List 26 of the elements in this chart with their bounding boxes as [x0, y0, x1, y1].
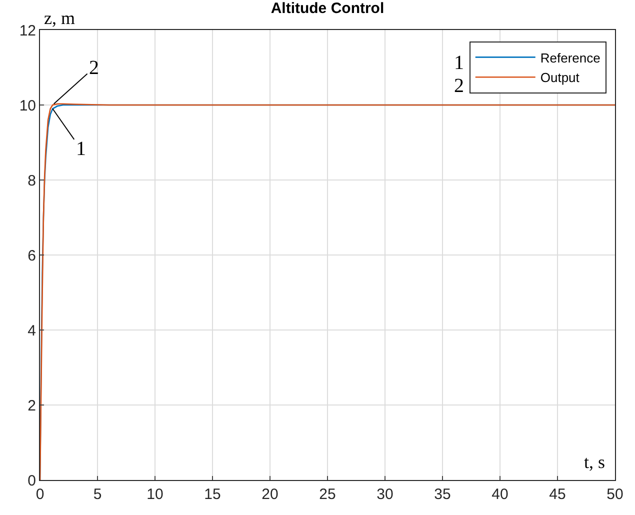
x-tick-label: 35 — [434, 486, 451, 503]
x-tick-label: 25 — [319, 486, 336, 503]
legend-label: Output — [540, 70, 580, 86]
x-tick-label: 40 — [492, 486, 508, 503]
chart-title: Altitude Control — [270, 0, 384, 18]
x-tick-label: 50 — [606, 486, 624, 503]
y-tick-label: 8 — [28, 172, 36, 190]
y-tick-label: 12 — [19, 22, 36, 40]
y-tick-label: 0 — [28, 472, 36, 490]
y-tick-label: 4 — [28, 322, 36, 340]
annotation: 2 — [454, 75, 464, 97]
x-tick-label: 30 — [376, 486, 394, 503]
x-axis-title: t, s — [584, 452, 606, 472]
y-tick-label: 6 — [28, 247, 36, 264]
x-tick-label: 15 — [204, 486, 221, 503]
y-axis-title: z, m — [44, 8, 75, 28]
x-tick-label: 20 — [262, 486, 278, 503]
legend-label: Reference — [540, 50, 600, 66]
x-tick-label: 10 — [146, 486, 164, 503]
y-tick-label: 10 — [19, 97, 36, 114]
x-tick-label: 5 — [93, 486, 102, 503]
annotation: 1 — [454, 52, 464, 74]
annotation: 1 — [76, 138, 86, 160]
y-tick-label: 2 — [28, 397, 36, 414]
annotation: 2 — [89, 57, 99, 79]
x-tick-label: 45 — [549, 486, 566, 503]
